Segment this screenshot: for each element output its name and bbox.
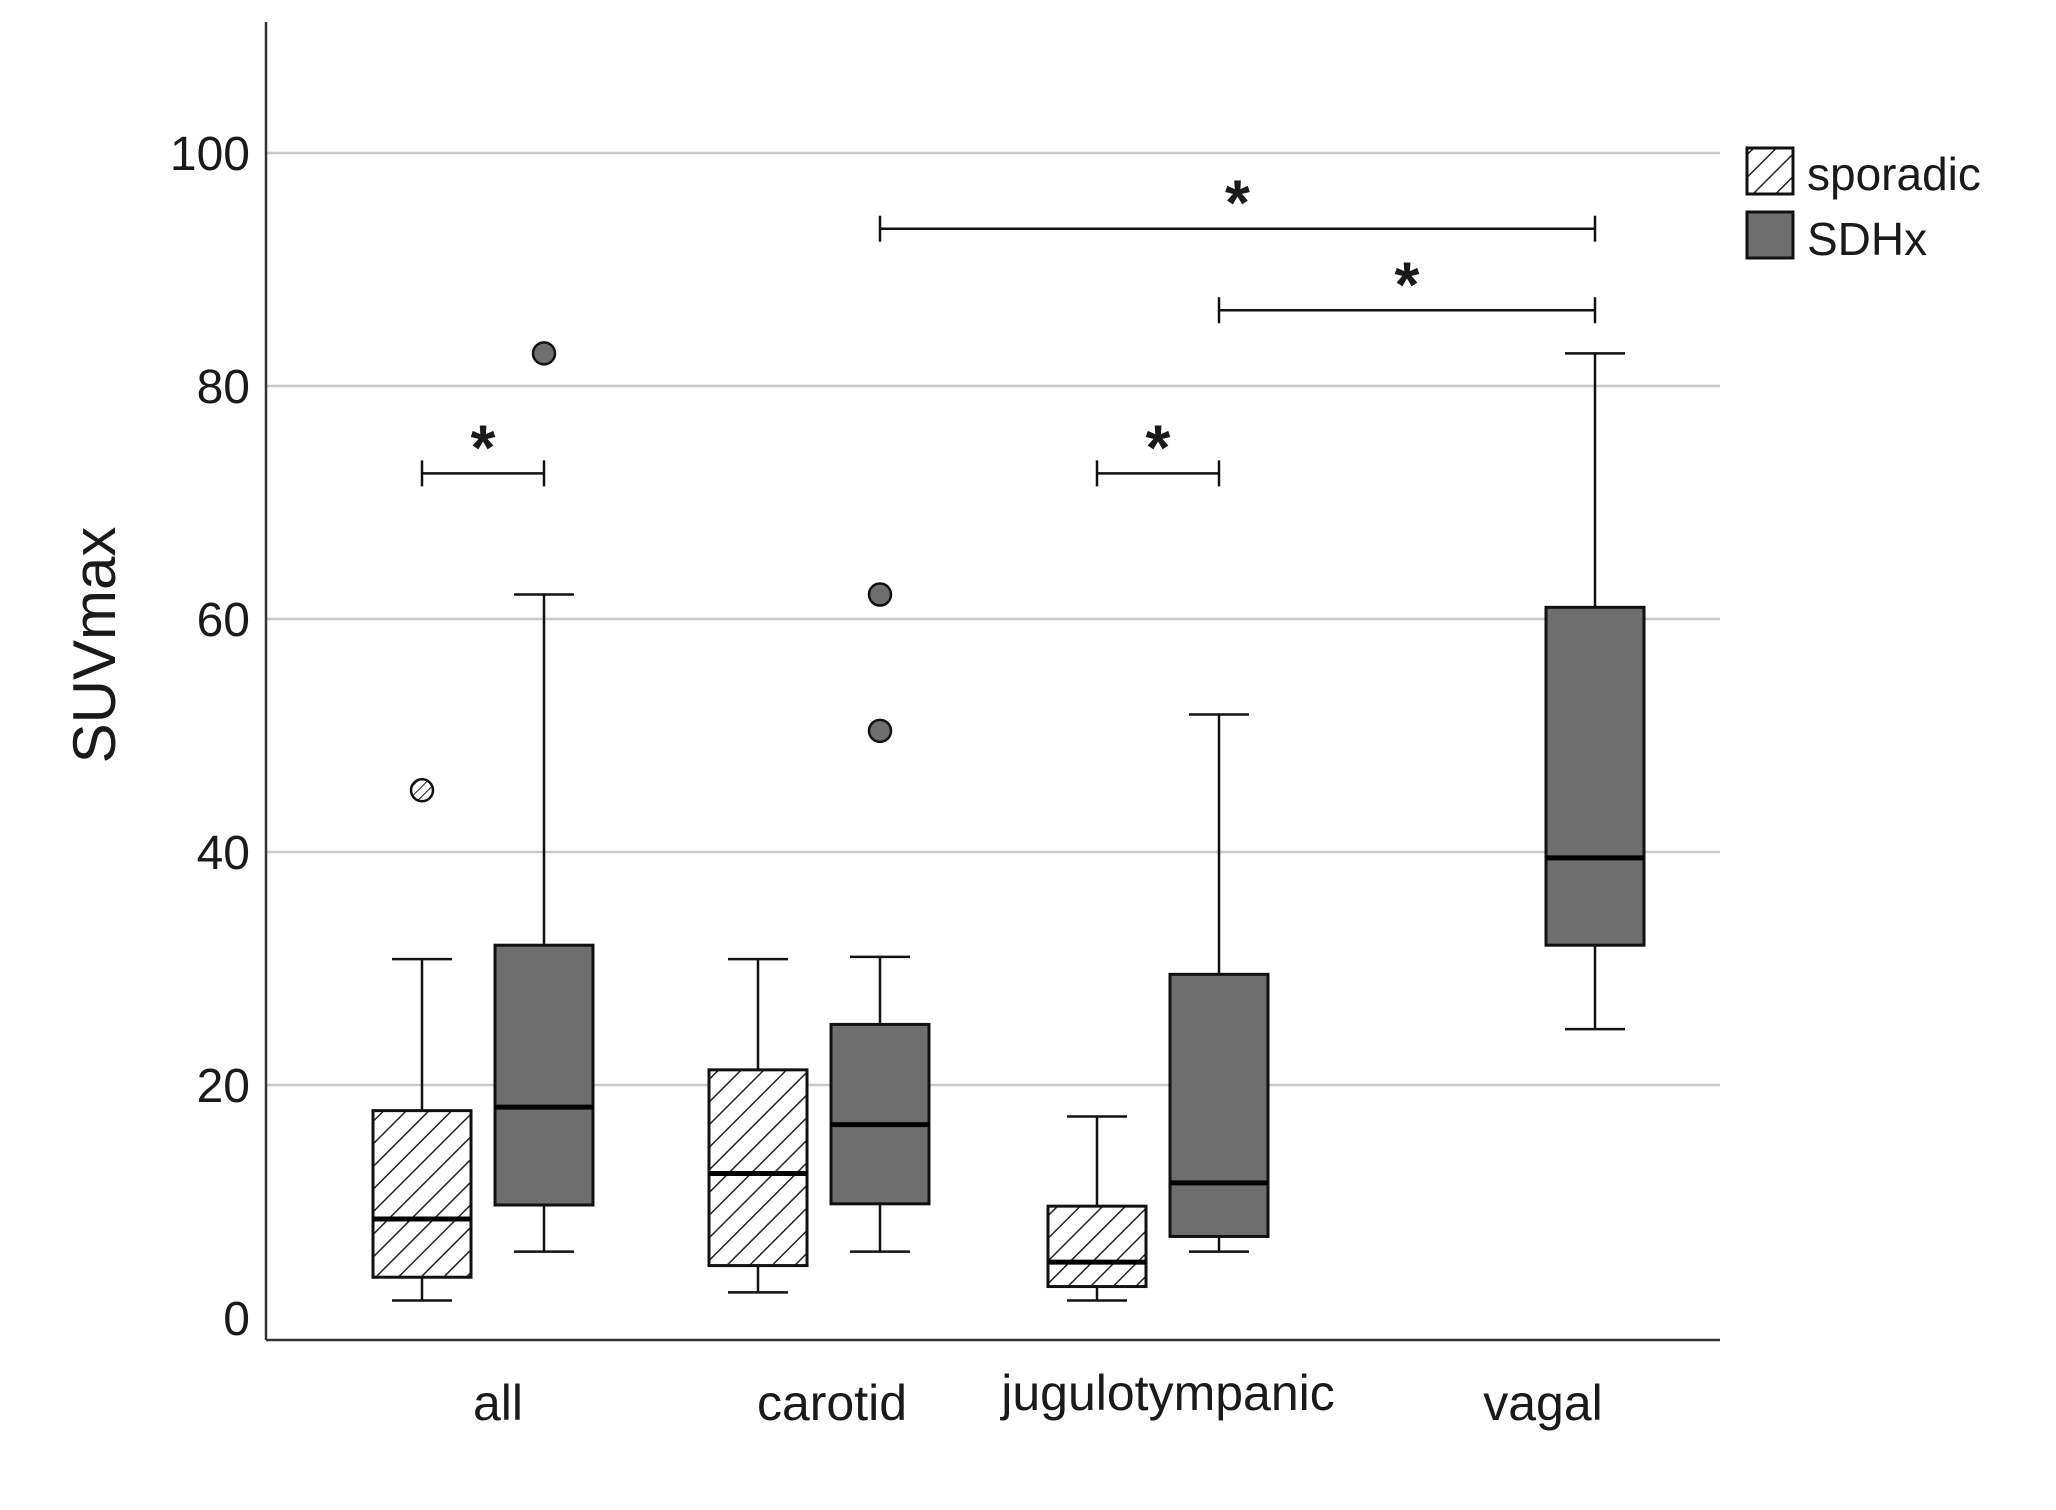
significance-star: * [1225,167,1250,239]
box-SDHx-vagal [1544,352,1646,1031]
outlier-point [867,718,893,744]
y-tick-label: 0 [223,1293,250,1346]
significance-star: * [471,411,496,483]
legend-swatch-sdhx [1745,210,1795,260]
significance-bracket: * [1095,411,1221,487]
y-tick-label: 60 [197,594,250,647]
box-iqr [371,1109,473,1279]
significance-brackets: * * * * [420,167,1597,487]
gridlines [266,151,1720,1087]
significance-bracket: * [878,167,1597,242]
boxes [371,341,1646,1302]
y-axis-title: SUVmax [61,527,128,764]
outlier-point [409,778,435,803]
box-iqr [1046,1204,1148,1289]
box-SDHx-jugulotympanic [1168,713,1270,1253]
y-tick-label: 20 [197,1060,250,1113]
significance-star: * [1146,411,1171,483]
legend: sporadic SDHx [1745,146,1981,265]
box-iqr [493,943,595,1207]
box-sporadic-jugulotympanic [1046,1115,1148,1302]
outlier-point [867,582,893,607]
box-iqr [829,1022,931,1206]
significance-star: * [1395,248,1420,320]
x-category-label: all [473,1375,523,1431]
box-SDHx-carotid [829,582,931,1253]
y-tick-labels: 0 20 40 60 80 100 [170,128,250,1346]
box-sporadic-all [371,778,473,1302]
y-tick-label: 40 [197,827,250,880]
box-SDHx-all [493,341,595,1253]
box-sporadic-carotid [707,957,809,1294]
significance-bracket: * [420,411,546,487]
x-category-label: carotid [757,1375,907,1431]
x-category-label: vagal [1483,1375,1603,1431]
x-category-label: jugulotympanic [999,1365,1335,1421]
legend-swatch-sporadic [1745,146,1795,196]
legend-label-sporadic: sporadic [1807,148,1981,200]
axes [264,22,1720,1342]
outlier-point [531,341,557,366]
y-tick-label: 100 [170,128,250,181]
x-category-labels: all carotid jugulotympanic vagal [473,1365,1603,1431]
legend-label-sdhx: SDHx [1807,213,1927,265]
box-iqr [1168,972,1270,1238]
significance-bracket: * [1217,248,1597,324]
box-iqr [707,1068,809,1268]
y-tick-label: 80 [197,361,250,414]
box-iqr [1544,605,1646,947]
